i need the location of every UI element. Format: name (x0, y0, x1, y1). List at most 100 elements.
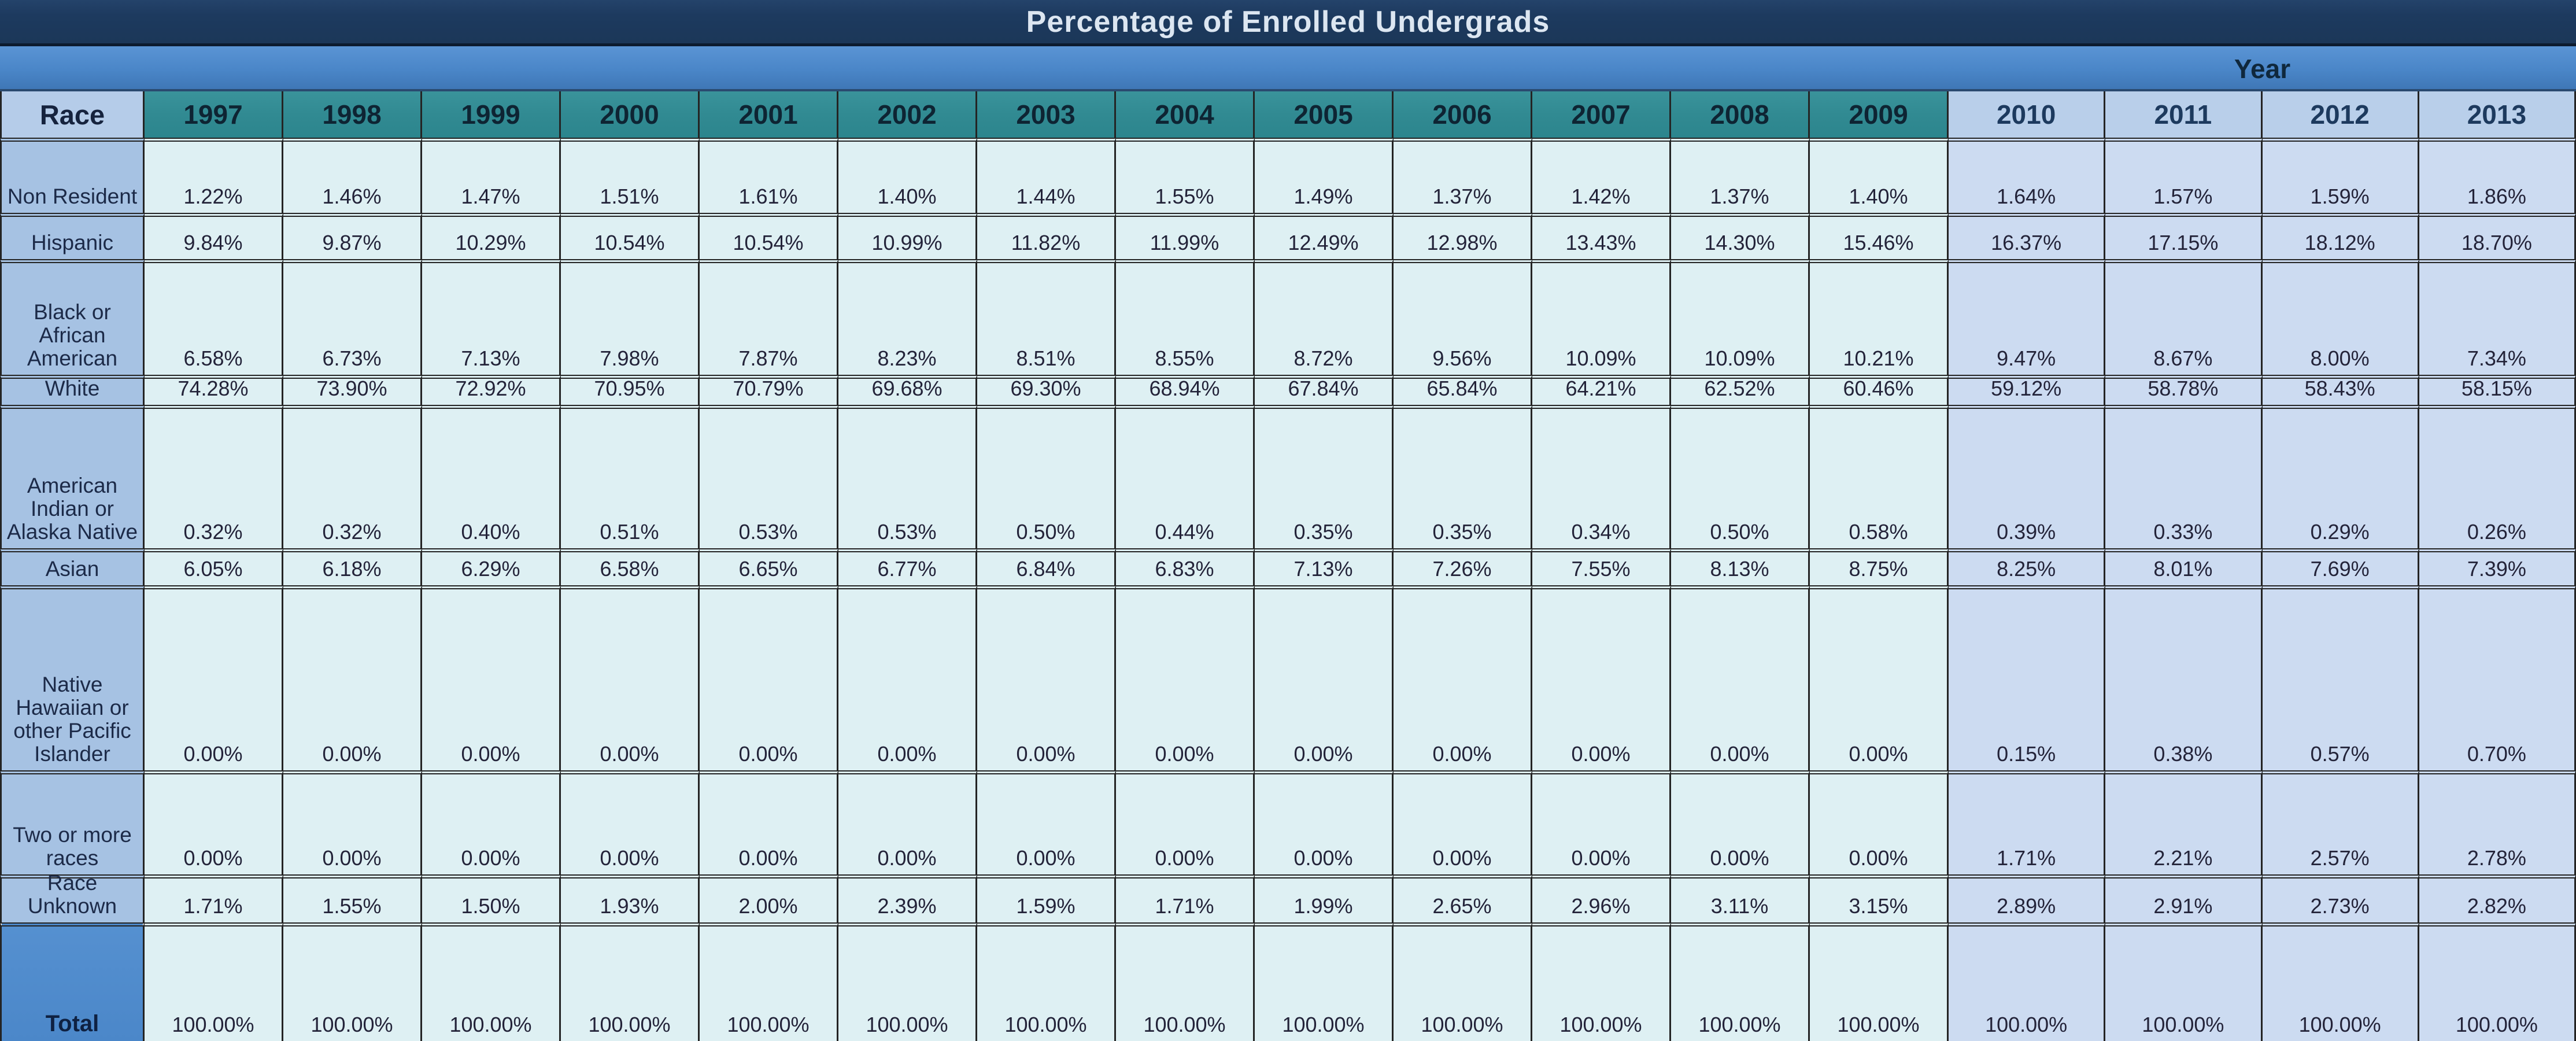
value-cell[interactable]: 68.94% (1116, 375, 1255, 405)
value-cell[interactable]: 0.00% (1394, 585, 1532, 770)
value-cell[interactable]: 2.65% (1394, 874, 1532, 922)
value-cell[interactable]: 1.42% (1532, 138, 1671, 213)
value-cell[interactable]: 1.59% (2262, 138, 2419, 213)
value-cell[interactable]: 0.00% (700, 585, 838, 770)
value-cell[interactable]: 70.79% (700, 375, 838, 405)
value-cell[interactable]: 13.43% (1532, 213, 1671, 259)
value-cell[interactable]: 10.21% (1810, 259, 1949, 375)
value-cell[interactable]: 8.23% (838, 259, 977, 375)
value-cell[interactable]: 6.83% (1116, 548, 1255, 585)
value-cell[interactable]: 100.00% (838, 922, 977, 1041)
value-cell[interactable]: 16.37% (1949, 213, 2106, 259)
value-cell[interactable]: 1.61% (700, 138, 838, 213)
value-cell[interactable]: 0.15% (1949, 585, 2106, 770)
value-cell[interactable]: 100.00% (422, 922, 561, 1041)
value-cell[interactable]: 2.91% (2105, 874, 2263, 922)
value-cell[interactable]: 7.39% (2419, 548, 2576, 585)
value-cell[interactable]: 17.15% (2105, 213, 2263, 259)
value-cell[interactable]: 1.71% (145, 874, 283, 922)
value-cell[interactable]: 0.00% (977, 770, 1116, 874)
value-cell[interactable]: 15.46% (1810, 213, 1949, 259)
row-label-white[interactable]: White (0, 375, 145, 405)
value-cell[interactable]: 0.40% (422, 405, 561, 548)
value-cell[interactable]: 100.00% (1671, 922, 1810, 1041)
year-header-1999[interactable]: 1999 (422, 91, 561, 138)
year-header-2004[interactable]: 2004 (1116, 91, 1255, 138)
value-cell[interactable]: 73.90% (283, 375, 422, 405)
year-header-2002[interactable]: 2002 (838, 91, 977, 138)
value-cell[interactable]: 59.12% (1949, 375, 2106, 405)
value-cell[interactable]: 1.37% (1671, 138, 1810, 213)
value-cell[interactable]: 1.49% (1255, 138, 1394, 213)
value-cell[interactable]: 0.35% (1394, 405, 1532, 548)
row-label-non-resident[interactable]: Non Resident (0, 138, 145, 213)
value-cell[interactable]: 58.78% (2105, 375, 2263, 405)
value-cell[interactable]: 69.30% (977, 375, 1116, 405)
row-label-hispanic[interactable]: Hispanic (0, 213, 145, 259)
table-title-bar[interactable]: Percentage of Enrolled Undergrads (0, 0, 2576, 46)
row-label-asian[interactable]: Asian (0, 548, 145, 585)
value-cell[interactable]: 1.40% (838, 138, 977, 213)
value-cell[interactable]: 100.00% (2262, 922, 2419, 1041)
value-cell[interactable]: 8.67% (2105, 259, 2263, 375)
value-cell[interactable]: 0.00% (1810, 770, 1949, 874)
year-header-2000[interactable]: 2000 (561, 91, 700, 138)
value-cell[interactable]: 62.52% (1671, 375, 1810, 405)
value-cell[interactable]: 0.00% (422, 770, 561, 874)
value-cell[interactable]: 2.00% (700, 874, 838, 922)
value-cell[interactable]: 18.12% (2262, 213, 2419, 259)
value-cell[interactable]: 10.09% (1532, 259, 1671, 375)
year-header-2001[interactable]: 2001 (700, 91, 838, 138)
value-cell[interactable]: 1.47% (422, 138, 561, 213)
value-cell[interactable]: 0.00% (145, 770, 283, 874)
value-cell[interactable]: 100.00% (1394, 922, 1532, 1041)
row-label-total[interactable]: Total (0, 922, 145, 1041)
value-cell[interactable]: 1.51% (561, 138, 700, 213)
row-label-american-indian-or-alaska-native[interactable]: American Indian or Alaska Native (0, 405, 145, 548)
value-cell[interactable]: 100.00% (283, 922, 422, 1041)
value-cell[interactable]: 0.00% (1255, 585, 1394, 770)
value-cell[interactable]: 0.00% (1532, 770, 1671, 874)
value-cell[interactable]: 8.00% (2262, 259, 2419, 375)
value-cell[interactable]: 2.96% (1532, 874, 1671, 922)
year-header-2009[interactable]: 2009 (1810, 91, 1949, 138)
value-cell[interactable]: 0.00% (283, 585, 422, 770)
year-header-2010[interactable]: 2010 (1949, 91, 2106, 138)
value-cell[interactable]: 8.13% (1671, 548, 1810, 585)
value-cell[interactable]: 0.33% (2105, 405, 2263, 548)
value-cell[interactable]: 7.98% (561, 259, 700, 375)
value-cell[interactable]: 0.44% (1116, 405, 1255, 548)
value-cell[interactable]: 100.00% (1116, 922, 1255, 1041)
value-cell[interactable]: 7.13% (1255, 548, 1394, 585)
value-cell[interactable]: 8.72% (1255, 259, 1394, 375)
value-cell[interactable]: 0.00% (838, 585, 977, 770)
value-cell[interactable]: 8.25% (1949, 548, 2106, 585)
value-cell[interactable]: 0.39% (1949, 405, 2106, 548)
value-cell[interactable]: 100.00% (700, 922, 838, 1041)
value-cell[interactable]: 1.86% (2419, 138, 2576, 213)
value-cell[interactable]: 70.95% (561, 375, 700, 405)
year-header-2011[interactable]: 2011 (2105, 91, 2263, 138)
value-cell[interactable]: 18.70% (2419, 213, 2576, 259)
value-cell[interactable]: 7.13% (422, 259, 561, 375)
value-cell[interactable]: 100.00% (1949, 922, 2106, 1041)
value-cell[interactable]: 0.00% (1532, 585, 1671, 770)
value-cell[interactable]: 0.00% (283, 770, 422, 874)
value-cell[interactable]: 100.00% (2419, 922, 2576, 1041)
value-cell[interactable]: 6.05% (145, 548, 283, 585)
value-cell[interactable]: 8.51% (977, 259, 1116, 375)
value-cell[interactable]: 100.00% (561, 922, 700, 1041)
value-cell[interactable]: 0.32% (283, 405, 422, 548)
row-label-two-or-more-races[interactable]: Two or more races (0, 770, 145, 874)
value-cell[interactable]: 0.53% (700, 405, 838, 548)
value-cell[interactable]: 0.00% (422, 585, 561, 770)
value-cell[interactable]: 1.37% (1394, 138, 1532, 213)
value-cell[interactable]: 2.89% (1949, 874, 2106, 922)
value-cell[interactable]: 7.69% (2262, 548, 2419, 585)
race-column-header[interactable]: Race (0, 91, 145, 138)
value-cell[interactable]: 1.71% (1949, 770, 2106, 874)
value-cell[interactable]: 0.00% (1116, 585, 1255, 770)
value-cell[interactable]: 9.87% (283, 213, 422, 259)
value-cell[interactable]: 1.57% (2105, 138, 2263, 213)
value-cell[interactable]: 6.58% (561, 548, 700, 585)
